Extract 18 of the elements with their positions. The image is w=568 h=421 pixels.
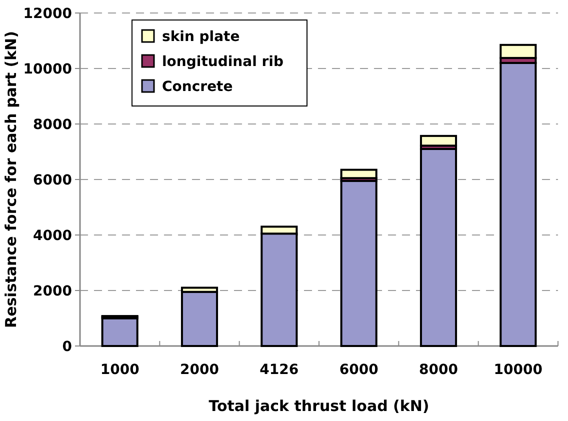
y-tick-label: 8000	[33, 116, 72, 133]
x-tick-label: 4126	[260, 362, 299, 378]
x-tick-label: 2000	[180, 362, 220, 378]
x-tick-label: 8000	[419, 362, 458, 378]
legend-label: skin plate	[162, 28, 240, 45]
y-axis-title: Resistance force for each part (kN)	[2, 31, 20, 328]
y-tick-label: 0	[62, 338, 72, 355]
y-tick-label: 12000	[23, 6, 72, 22]
legend-label: longitudinal rib	[162, 54, 284, 70]
x-tick-label: 10000	[494, 362, 543, 378]
legend-label: Concrete	[162, 78, 233, 95]
y-tick-label: 4000	[33, 228, 72, 244]
y-tick-label: 2000	[33, 283, 72, 300]
x-tick-label: 1000	[100, 362, 140, 378]
x-axis-title: Total jack thrust load (kN)	[208, 397, 430, 415]
y-tick-label: 6000	[33, 172, 72, 188]
y-tick-label: 10000	[23, 61, 72, 78]
x-tick-label: 6000	[339, 362, 379, 378]
